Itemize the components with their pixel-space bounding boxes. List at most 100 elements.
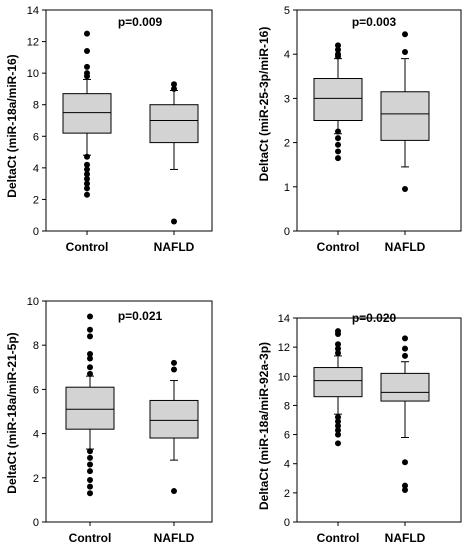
outlier-point-control xyxy=(84,73,90,80)
y-tick-label: 12 xyxy=(278,342,290,354)
outlier-point-control xyxy=(87,461,93,468)
y-tick-label: 12 xyxy=(27,37,39,49)
panel-mir18a-mir16: DeltaCt (miR-18a/miR-16) p=0.009 0 2 4 6 8 10… xyxy=(5,5,213,254)
outlier-point-nafld xyxy=(402,335,408,342)
outlier-point-control xyxy=(335,414,341,421)
y-tick-label: 2 xyxy=(33,194,39,206)
outlier-point-control xyxy=(335,53,341,60)
outlier-point-control xyxy=(335,431,341,438)
outlier-point-control xyxy=(84,175,90,182)
outlier-point-control xyxy=(335,155,341,162)
y-tick-label: 4 xyxy=(33,429,39,441)
outlier-point-nafld xyxy=(171,81,177,88)
outlier-point-nafld xyxy=(402,345,408,352)
plot-frame xyxy=(296,9,462,232)
y-tick-label: 10 xyxy=(27,296,39,308)
y-axis-label: DeltaCt (miR-18a/miR-21-5p) xyxy=(5,332,19,493)
y-tick-label: 2 xyxy=(284,138,290,150)
y-tick-label: 10 xyxy=(278,371,290,383)
y-tick-label: 14 xyxy=(278,313,290,325)
y-tick-label: 0 xyxy=(284,226,290,238)
outlier-point-control xyxy=(335,128,341,135)
outlier-point-control xyxy=(335,42,341,49)
outlier-point-control xyxy=(335,141,341,148)
outlier-point-control xyxy=(87,477,93,484)
outlier-point-nafld xyxy=(402,31,408,38)
plot-frame xyxy=(296,317,462,523)
x-category-label: Control xyxy=(66,240,109,254)
y-tick-label: 8 xyxy=(284,400,290,412)
y-tick-label: 2 xyxy=(284,488,290,500)
outlier-point-control xyxy=(335,345,341,352)
outlier-point-control xyxy=(87,454,93,461)
box-control xyxy=(313,367,363,398)
outlier-point-control xyxy=(87,490,93,497)
outlier-point-nafld xyxy=(171,488,177,495)
outlier-point-control xyxy=(335,341,341,348)
outlier-point-control xyxy=(87,351,93,358)
p-value-annotation: p=0.009 xyxy=(118,15,163,29)
y-tick-label: 6 xyxy=(284,430,290,442)
y-tick-label: 4 xyxy=(33,163,39,175)
panel-mir18a-mir92a: DeltaCt (miR-18a/miR-92a-3p) p=0.020 024… xyxy=(257,311,462,545)
y-tick-label: 4 xyxy=(284,459,290,471)
x-category-label: NAFLD xyxy=(154,531,195,545)
outlier-point-control xyxy=(335,427,341,434)
y-tick-label: 6 xyxy=(33,384,39,396)
plot-frame xyxy=(45,300,213,523)
outlier-point-control xyxy=(84,63,90,70)
outlier-point-control xyxy=(87,313,93,320)
outlier-point-nafld xyxy=(402,186,408,193)
box-nafld xyxy=(149,399,199,439)
outlier-point-nafld xyxy=(171,366,177,373)
outlier-point-control xyxy=(87,448,93,455)
outlier-point-control xyxy=(87,333,93,340)
panel-mir18a-mir21: DeltaCt (miR-18a/miR-21-5p) p=0.021 0 2 4 6… xyxy=(5,296,213,545)
outlier-point-control xyxy=(87,355,93,362)
outlier-point-control xyxy=(84,30,90,37)
panel-mir25-mir16: DeltaCt (miR-25-3p/miR-16) p=0.003 0 1 2 3 4… xyxy=(257,5,462,254)
outlier-point-nafld xyxy=(402,486,408,493)
outlier-point-control xyxy=(84,161,90,168)
outlier-point-control xyxy=(87,326,93,333)
y-axis-label: DeltaCt (miR-25-3p/miR-16) xyxy=(257,27,271,182)
box-nafld xyxy=(380,372,430,402)
x-category-label: NAFLD xyxy=(385,240,426,254)
box-control xyxy=(65,386,115,430)
outlier-point-nafld xyxy=(402,352,408,359)
box-nafld xyxy=(149,104,199,144)
outlier-point-control xyxy=(335,135,341,142)
outlier-point-control xyxy=(84,166,90,173)
y-tick-label: 0 xyxy=(33,517,39,529)
outlier-point-control xyxy=(335,148,341,155)
x-category-label: NAFLD xyxy=(154,240,195,254)
outlier-point-control xyxy=(335,418,341,425)
box-nafld xyxy=(380,91,430,141)
y-axis-label: DeltaCt (miR-18a/miR-92a-3p) xyxy=(257,342,271,510)
y-tick-label: 8 xyxy=(33,100,39,112)
outlier-point-nafld xyxy=(171,359,177,366)
outlier-point-control xyxy=(87,483,93,490)
outlier-point-control xyxy=(335,46,341,53)
y-tick-label: 1 xyxy=(284,182,290,194)
outlier-point-control xyxy=(84,185,90,192)
y-tick-label: 4 xyxy=(284,49,290,61)
plot-frame xyxy=(45,9,213,232)
y-tick-label: 0 xyxy=(33,226,39,238)
outlier-point-control xyxy=(84,191,90,198)
y-tick-label: 3 xyxy=(284,93,290,105)
outlier-point-nafld xyxy=(402,459,408,466)
y-axis-label: DeltaCt (miR-18a/miR-16) xyxy=(5,54,19,197)
y-tick-label: 8 xyxy=(33,340,39,352)
y-tick-label: 5 xyxy=(284,5,290,17)
y-tick-label: 10 xyxy=(27,68,39,80)
outlier-point-control xyxy=(87,468,93,475)
outlier-point-control xyxy=(87,370,93,377)
outlier-point-control xyxy=(84,48,90,55)
outlier-point-control xyxy=(87,364,93,371)
x-category-label: Control xyxy=(69,531,112,545)
x-category-label: NAFLD xyxy=(385,531,426,545)
x-category-label: Control xyxy=(317,531,360,545)
y-tick-label: 14 xyxy=(27,5,39,17)
